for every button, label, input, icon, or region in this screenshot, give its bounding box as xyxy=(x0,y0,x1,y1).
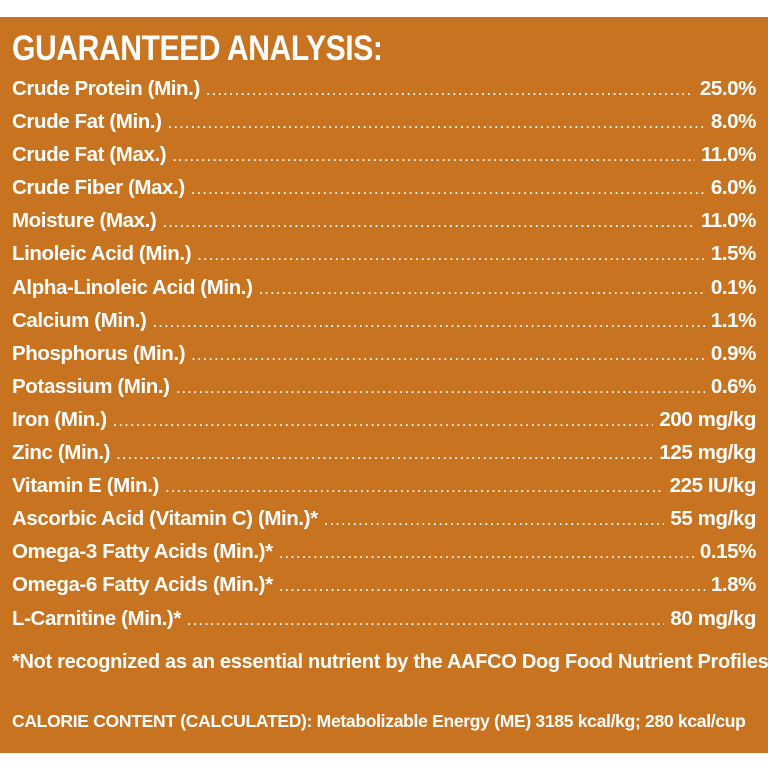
dot-leader xyxy=(176,378,705,398)
nutrient-label: Omega-6 Fatty Acids (Min.)* xyxy=(12,573,273,597)
analysis-list: Crude Protein (Min.) 25.0% Crude Fat (Mi… xyxy=(12,77,756,640)
nutrient-value: 8.0% xyxy=(710,110,757,134)
nutrient-value: 125 mg/kg xyxy=(659,441,756,465)
analysis-row: Zinc (Min.) 125 mg/kg xyxy=(12,441,756,474)
analysis-row: Crude Fat (Max.) 11.0% xyxy=(12,143,756,176)
dot-leader xyxy=(191,179,705,199)
nutrient-value: 25.0% xyxy=(699,77,757,100)
dot-leader xyxy=(165,477,664,497)
aafco-footnote: *Not recognized as an essential nutrient… xyxy=(12,651,768,673)
guaranteed-analysis-panel: GUARANTEED ANALYSIS: Crude Protein (Min.… xyxy=(0,17,768,753)
nutrient-value: 1.1% xyxy=(710,308,757,332)
analysis-row: Ascorbic Acid (Vitamin C) (Min.)* 55 mg/… xyxy=(12,507,756,540)
dot-leader xyxy=(197,245,705,265)
nutrient-value: 11.0% xyxy=(701,209,756,233)
dot-leader xyxy=(113,411,654,431)
nutrient-label: Calcium (Min.) xyxy=(12,308,147,332)
dot-leader xyxy=(279,576,705,596)
dot-leader xyxy=(191,345,705,365)
nutrient-label: Iron (Min.) xyxy=(12,407,107,431)
nutrient-label: Zinc (Min.) xyxy=(12,441,111,465)
analysis-row: Potassium (Min.) 0.6% xyxy=(12,375,756,408)
dot-leader xyxy=(162,212,695,232)
nutrient-value: 225 IU/kg xyxy=(669,474,757,498)
nutrient-label: Linoleic Acid (Min.) xyxy=(12,242,192,266)
nutrient-label: Phosphorus (Min.) xyxy=(12,341,186,365)
dot-leader xyxy=(168,113,705,133)
nutrient-value: 0.6% xyxy=(710,374,757,398)
analysis-row: Calcium (Min.) 1.1% xyxy=(12,309,756,342)
analysis-row: Omega-3 Fatty Acids (Min.)* 0.15% xyxy=(12,540,756,573)
dot-leader xyxy=(116,444,653,464)
nutrient-value: 6.0% xyxy=(710,176,757,200)
nutrient-label: Ascorbic Acid (Vitamin C) (Min.)* xyxy=(12,507,318,531)
nutrient-value: 55 mg/kg xyxy=(670,507,756,531)
dot-leader xyxy=(187,610,664,630)
analysis-row: Alpha-Linoleic Acid (Min.) 0.1% xyxy=(12,276,756,309)
nutrient-label: Crude Protein (Min.) xyxy=(12,77,200,100)
nutrient-value: 0.1% xyxy=(710,275,757,299)
nutrient-value: 80 mg/kg xyxy=(670,606,756,630)
calorie-content: CALORIE CONTENT (CALCULATED): Metaboliza… xyxy=(12,711,746,731)
panel-title: GUARANTEED ANALYSIS: xyxy=(12,29,383,68)
analysis-row: Omega-6 Fatty Acids (Min.)* 1.8% xyxy=(12,573,756,606)
dot-leader xyxy=(259,279,705,299)
analysis-row: Iron (Min.) 200 mg/kg xyxy=(12,408,756,441)
dot-leader xyxy=(279,543,694,563)
dot-leader xyxy=(172,146,695,166)
nutrient-value: 200 mg/kg xyxy=(659,407,756,431)
nutrient-value: 1.5% xyxy=(710,242,757,266)
analysis-row: L-Carnitine (Min.)* 80 mg/kg xyxy=(12,607,756,640)
analysis-row: Crude Protein (Min.) 25.0% xyxy=(12,77,756,110)
analysis-row: Moisture (Max.) 11.0% xyxy=(12,209,756,242)
nutrient-value: 0.9% xyxy=(710,341,757,365)
nutrient-label: Crude Fiber (Max.) xyxy=(12,176,185,200)
analysis-row: Vitamin E (Min.) 225 IU/kg xyxy=(12,474,756,507)
nutrient-label: Omega-3 Fatty Acids (Min.)* xyxy=(12,540,273,564)
analysis-row: Crude Fiber (Max.) 6.0% xyxy=(12,176,756,209)
dot-leader xyxy=(153,312,705,332)
nutrient-value: 11.0% xyxy=(701,143,756,167)
analysis-row: Phosphorus (Min.) 0.9% xyxy=(12,342,756,375)
nutrient-label: Vitamin E (Min.) xyxy=(12,474,159,498)
analysis-row: Linoleic Acid (Min.) 1.5% xyxy=(12,242,756,275)
nutrient-label: Potassium (Min.) xyxy=(12,374,170,398)
nutrient-label: L-Carnitine (Min.)* xyxy=(12,606,181,630)
nutrient-label: Crude Fat (Max.) xyxy=(12,143,167,167)
nutrient-label: Crude Fat (Min.) xyxy=(12,110,162,134)
nutrient-label: Alpha-Linoleic Acid (Min.) xyxy=(12,275,253,299)
dot-leader xyxy=(324,510,665,530)
nutrient-value: 1.8% xyxy=(710,573,757,597)
nutrient-label: Moisture (Max.) xyxy=(12,209,157,233)
dot-leader xyxy=(206,80,694,100)
nutrient-value: 0.15% xyxy=(699,540,757,564)
analysis-row: Crude Fat (Min.) 8.0% xyxy=(12,110,756,143)
